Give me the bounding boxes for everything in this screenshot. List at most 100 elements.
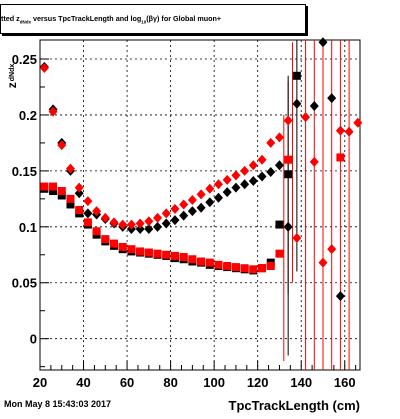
square-marker — [336, 153, 345, 162]
diamond-marker — [214, 192, 224, 203]
diamond-marker — [257, 154, 267, 165]
diamond-marker — [214, 179, 224, 190]
diamond-marker — [301, 112, 311, 123]
square-marker — [92, 227, 101, 236]
diamond-marker — [240, 165, 250, 176]
square-marker — [66, 200, 75, 209]
x-tick-label: 100 — [203, 375, 225, 390]
square-marker — [284, 170, 293, 179]
diamond-marker — [144, 224, 154, 235]
diamond-marker — [222, 174, 232, 185]
axis-ticks — [39, 58, 357, 370]
tick-labels: 20 40 60 80 100 120 140 160 0 0.05 0.1 0.15 0.2 0.25 — [12, 52, 356, 390]
square-marker — [188, 255, 197, 264]
diamond-marker — [161, 218, 171, 229]
square-marker — [49, 187, 58, 196]
error-bars — [283, 40, 350, 370]
diamond-marker — [344, 126, 354, 137]
square-marker — [153, 249, 162, 258]
diamond-marker — [83, 208, 93, 219]
diamond-marker — [318, 37, 328, 48]
diamond-marker — [100, 212, 110, 223]
diamond-marker — [335, 291, 345, 302]
square-marker — [258, 264, 267, 273]
square-marker — [75, 206, 84, 215]
y-tick-label: 0.25 — [12, 52, 37, 67]
x-tick-label: 60 — [120, 375, 134, 390]
diamond-marker — [248, 175, 258, 186]
diamond-marker — [65, 163, 75, 174]
diamond-marker — [309, 101, 319, 111]
data-markers — [39, 37, 363, 302]
diamond-marker — [153, 212, 163, 223]
diamond-marker — [309, 156, 319, 167]
diamond-marker — [240, 179, 250, 190]
diamond-marker — [161, 208, 171, 219]
square-marker — [101, 235, 110, 244]
y-tick-label: 0.15 — [12, 164, 37, 179]
diamond-marker — [92, 206, 102, 217]
x-tick-label: 40 — [76, 375, 90, 390]
diamond-marker — [318, 257, 328, 268]
diamond-marker — [39, 62, 49, 73]
x-tick-label: 140 — [290, 375, 312, 390]
square-marker — [66, 194, 75, 203]
diamond-marker — [353, 117, 363, 128]
diamond-marker — [109, 217, 119, 228]
diamond-marker — [118, 219, 128, 230]
diamond-marker — [187, 194, 197, 205]
diamond-marker — [74, 188, 84, 199]
square-marker — [127, 245, 136, 254]
square-marker — [275, 220, 284, 229]
x-tick-label: 120 — [247, 375, 269, 390]
diamond-marker — [57, 140, 67, 151]
diamond-marker — [327, 93, 337, 104]
diamond-marker — [74, 182, 84, 193]
square-marker — [214, 260, 223, 269]
diamond-marker — [83, 196, 93, 207]
diamond-marker — [135, 218, 145, 229]
title-box: tted zdNdx versus TpcTrackLength and log… — [0, 4, 306, 34]
diamond-marker — [205, 197, 215, 208]
x-tick-label: 80 — [163, 375, 177, 390]
square-marker — [162, 250, 171, 259]
diamond-marker — [266, 167, 276, 177]
diamond-marker — [48, 106, 58, 117]
square-marker — [240, 264, 249, 273]
square-marker — [292, 71, 301, 80]
diamond-marker — [170, 203, 180, 214]
diamond-marker — [266, 137, 276, 148]
diamond-marker — [179, 199, 189, 210]
diamond-marker — [274, 132, 284, 143]
diamond-marker — [205, 183, 215, 194]
diamond-marker — [153, 221, 163, 232]
square-marker — [205, 258, 214, 267]
diamond-marker — [126, 219, 136, 230]
x-tick-label: 160 — [334, 375, 356, 390]
square-marker — [170, 251, 179, 260]
square-marker — [275, 249, 284, 258]
diamond-marker — [257, 171, 267, 182]
square-marker — [40, 182, 49, 191]
square-marker — [118, 242, 127, 251]
square-marker — [284, 155, 293, 164]
y-axis-label: zdNdx — [5, 64, 19, 89]
diamond-marker — [179, 210, 189, 221]
square-marker — [249, 265, 258, 274]
diamond-marker — [170, 215, 180, 226]
square-marker — [136, 247, 145, 256]
diamond-marker — [248, 160, 258, 171]
diamond-marker — [231, 182, 241, 193]
square-marker — [144, 248, 153, 257]
diamond-marker — [187, 206, 197, 217]
diamond-marker — [292, 98, 302, 109]
diamond-marker — [135, 224, 145, 235]
y-tick-label: 0 — [30, 332, 37, 347]
square-marker — [197, 257, 206, 266]
diamond-marker — [196, 202, 206, 213]
square-marker — [83, 218, 92, 227]
square-marker — [231, 263, 240, 272]
y-tick-label: 0.2 — [19, 108, 37, 123]
